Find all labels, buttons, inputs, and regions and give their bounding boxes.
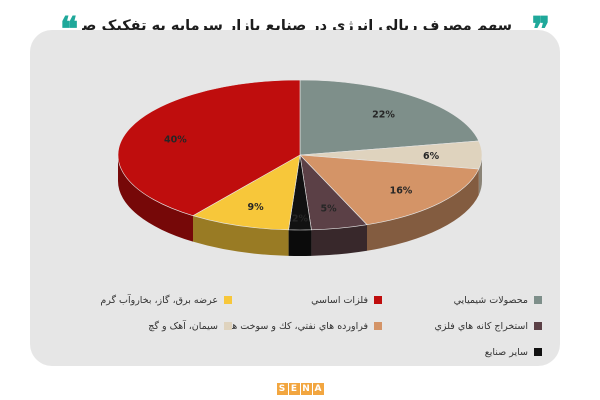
pie-data-label-5: 9%	[248, 202, 265, 213]
sena-logo-letter-1: E	[288, 383, 300, 395]
pie-data-label-1: 6%	[423, 151, 440, 162]
legend-label-3: استخراج کانه هاي فلزي	[434, 320, 528, 332]
sena-logo-letter-2: N	[300, 383, 312, 395]
pie-slice-2	[299, 154, 480, 226]
pie-side-5	[193, 215, 289, 256]
legend-item-1: فلزات اساسي	[232, 288, 382, 312]
pie-top	[117, 79, 483, 231]
legend-label-6: ساير صنايع	[484, 346, 528, 358]
legend-label-0: محصولات شيميايي	[453, 294, 528, 306]
pie-side-1	[478, 155, 482, 196]
pie-data-label-3: 5%	[321, 204, 338, 215]
legend-label-5: سيمان، آهک و گچ	[148, 320, 218, 332]
legend-item-3: استخراج کانه هاي فلزي	[382, 314, 542, 338]
legend-item-4: فراورده هاي نفتي، كك و سوخت هسته اي	[232, 314, 382, 338]
legend: محصولات شيميايي فلزات اساسي عرضه برق، گاز،…	[60, 288, 542, 358]
pie-side-walls	[118, 155, 482, 256]
sena-logo-letter-3: A	[312, 383, 324, 395]
pie-side-4	[288, 229, 312, 256]
legend-swatch-2	[224, 296, 232, 304]
legend-swatch-4	[374, 322, 382, 330]
pie-slice-0	[299, 79, 480, 156]
legend-swatch-6	[534, 348, 542, 356]
pie-data-labels: 22% 6% 16% 5% 2% 9% 40%	[164, 109, 440, 224]
legend-label-4: فراورده هاي نفتي، كك و سوخت هسته اي	[232, 320, 368, 332]
pie-side-6	[118, 155, 194, 242]
legend-swatch-1	[374, 296, 382, 304]
pie-data-label-2: 16%	[390, 185, 413, 196]
legend-swatch-5	[224, 322, 232, 330]
pie-data-label-4: 2%	[292, 213, 309, 224]
legend-item-5: سيمان، آهک و گچ	[60, 314, 232, 338]
legend-item-0: محصولات شيميايي	[382, 288, 542, 312]
sena-logo-letter-0: S	[276, 383, 288, 395]
legend-swatch-3	[534, 322, 542, 330]
legend-label-1: فلزات اساسي	[311, 294, 368, 306]
pie-side-3	[311, 224, 367, 256]
pie-data-label-6: 40%	[164, 134, 187, 145]
legend-swatch-0	[534, 296, 542, 304]
legend-label-2: عرضه برق، گاز، بخاروآب گرم	[100, 294, 218, 306]
pie-slice-5	[192, 154, 301, 231]
legend-item-6: ساير صنايع	[382, 340, 542, 364]
legend-item-2: عرضه برق، گاز، بخاروآب گرم	[60, 288, 232, 312]
pie-data-label-0: 22%	[372, 109, 395, 120]
pie-slice-6	[117, 79, 301, 217]
pie-side-2	[366, 169, 479, 251]
